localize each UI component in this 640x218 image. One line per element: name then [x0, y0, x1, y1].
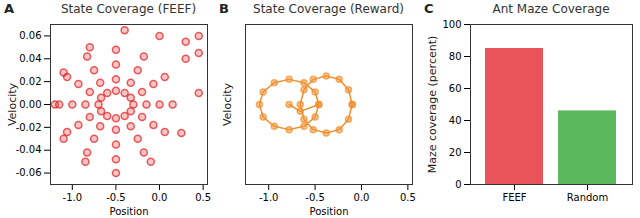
- svg-text:-0.06: -0.06: [16, 167, 42, 178]
- svg-text:Position: Position: [110, 206, 149, 217]
- svg-text:Velocity: Velocity: [221, 82, 234, 126]
- svg-text:-1.0: -1.0: [63, 192, 83, 203]
- svg-text:Random: Random: [567, 192, 608, 203]
- svg-text:0.02: 0.02: [19, 76, 41, 87]
- svg-text:0.0: 0.0: [152, 192, 168, 203]
- html-text:Ant Maze Coverage: Ant Maze Coverage: [492, 2, 610, 16]
- html-text:State Coverage (FEEF): State Coverage (FEEF): [60, 2, 197, 16]
- svg-text:0.06: 0.06: [19, 30, 41, 41]
- svg-text:0.5: 0.5: [195, 192, 211, 203]
- svg-text:40: 40: [449, 115, 462, 126]
- html-text:B: B: [219, 1, 229, 16]
- svg-text:0: 0: [455, 179, 461, 190]
- svg-text:Position: Position: [310, 206, 349, 217]
- svg-text:Maze coverage (percent): Maze coverage (percent): [426, 36, 439, 174]
- svg-text:-0.5: -0.5: [106, 192, 126, 203]
- html-text:C: C: [424, 1, 434, 16]
- svg-text:80: 80: [449, 51, 462, 62]
- svg-text:0.0: 0.0: [354, 192, 370, 203]
- html-text:State Coverage (Reward): State Coverage (Reward): [253, 2, 404, 16]
- html-text:A: A: [4, 1, 15, 16]
- svg-text:-1.0: -1.0: [259, 192, 279, 203]
- svg-text:FEEF: FEEF: [502, 192, 526, 203]
- svg-text:100: 100: [442, 19, 461, 30]
- svg-text:-0.5: -0.5: [305, 192, 325, 203]
- svg-text:0.00: 0.00: [19, 99, 41, 110]
- svg-text:0.04: 0.04: [19, 53, 41, 64]
- svg-text:-0.04: -0.04: [16, 144, 42, 155]
- svg-text:-0.02: -0.02: [16, 122, 42, 133]
- svg-text:0.5: 0.5: [400, 192, 416, 203]
- svg-text:60: 60: [449, 83, 462, 94]
- svg-text:Velocity: Velocity: [6, 82, 19, 126]
- svg-text:20: 20: [449, 147, 462, 158]
